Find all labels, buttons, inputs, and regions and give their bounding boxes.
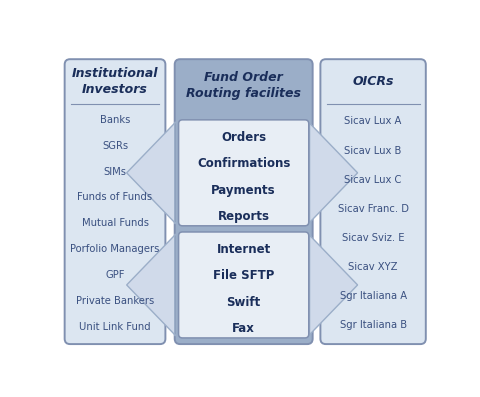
Text: Sicav Lux C: Sicav Lux C: [345, 175, 402, 185]
Text: OICRs: OICRs: [352, 75, 394, 88]
Text: Reports: Reports: [217, 210, 270, 223]
Text: Institutional
Investors: Institutional Investors: [72, 67, 158, 96]
Text: Sgr Italiana A: Sgr Italiana A: [339, 291, 407, 301]
Text: SIMs: SIMs: [104, 166, 127, 177]
Text: Internet: Internet: [216, 243, 271, 256]
Text: Confirmations: Confirmations: [197, 157, 290, 170]
Polygon shape: [127, 234, 176, 335]
Text: Orders: Orders: [221, 131, 266, 144]
Text: Private Bankers: Private Bankers: [76, 296, 154, 306]
Text: Fax: Fax: [232, 322, 255, 335]
Polygon shape: [127, 122, 176, 224]
FancyBboxPatch shape: [179, 120, 309, 226]
Text: Sicav Lux A: Sicav Lux A: [345, 116, 402, 127]
Text: Mutual Funds: Mutual Funds: [82, 218, 148, 228]
FancyBboxPatch shape: [175, 59, 312, 344]
Polygon shape: [309, 122, 358, 224]
FancyBboxPatch shape: [321, 59, 426, 344]
Text: SGRs: SGRs: [102, 141, 128, 151]
Text: Payments: Payments: [211, 183, 276, 197]
Text: Porfolio Managers: Porfolio Managers: [71, 244, 160, 254]
Text: Swift: Swift: [227, 296, 261, 309]
Polygon shape: [309, 234, 358, 335]
Text: Sgr Italiana B: Sgr Italiana B: [339, 320, 407, 330]
Text: Sicav XYZ: Sicav XYZ: [348, 262, 398, 272]
Text: Banks: Banks: [100, 115, 130, 125]
Text: Unit Link Fund: Unit Link Fund: [79, 322, 151, 331]
Text: Sicav Sviz. E: Sicav Sviz. E: [342, 233, 404, 243]
Text: File SFTP: File SFTP: [213, 269, 275, 282]
Text: Sicav Lux B: Sicav Lux B: [345, 146, 402, 156]
Text: Sicav Franc. D: Sicav Franc. D: [337, 204, 408, 214]
FancyBboxPatch shape: [179, 232, 309, 338]
Text: Fund Order
Routing facilites: Fund Order Routing facilites: [186, 71, 301, 100]
FancyBboxPatch shape: [65, 59, 166, 344]
Text: GPF: GPF: [105, 270, 125, 280]
Text: Funds of Funds: Funds of Funds: [77, 193, 153, 202]
